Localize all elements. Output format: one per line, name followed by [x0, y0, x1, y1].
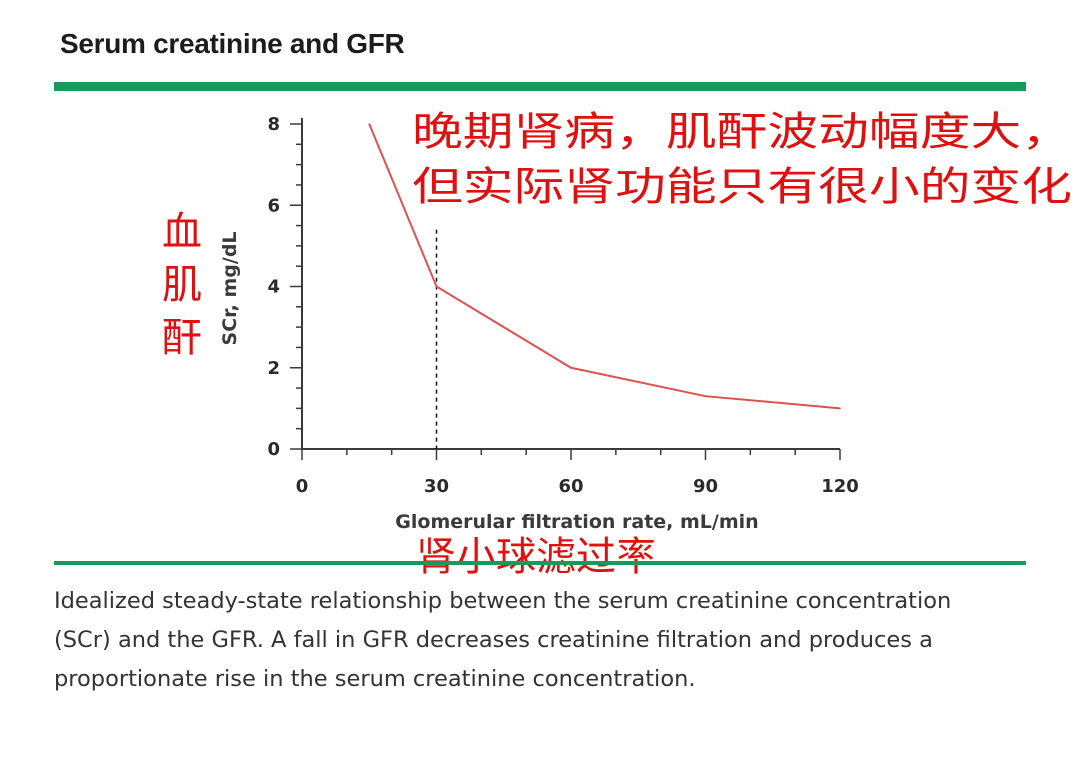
x-tick-label: 30	[424, 476, 449, 497]
annotation-ylabel-char-3: 酐	[162, 315, 202, 361]
annotation-ylabel-char-2: 肌	[162, 262, 202, 308]
x-tick-label: 90	[693, 476, 718, 497]
page-title: Serum creatinine and GFR	[60, 28, 405, 59]
data-point	[704, 395, 707, 397]
y-tick-label: 2	[267, 358, 280, 379]
annotation-ylabel-char-1: 血	[162, 209, 202, 255]
y-tick-label: 4	[267, 277, 280, 298]
x-tick-label: 0	[296, 476, 309, 497]
figure-caption: Idealized steady-state relationship betw…	[54, 588, 952, 692]
data-point	[839, 407, 841, 410]
annotation-top-line2: 但实际肾功能只有很小的变化	[412, 164, 1072, 210]
annotation-xlabel-cn: 肾小球滤过率	[416, 534, 656, 580]
data-point	[570, 366, 572, 369]
annotation-top-line1: 晚期肾病，肌酐波动幅度大，	[412, 109, 1072, 155]
data-point	[435, 285, 438, 288]
y-tick-label: 6	[267, 195, 280, 216]
x-tick-label: 120	[821, 476, 859, 497]
y-tick-label: 8	[267, 114, 280, 135]
x-tick-label: 60	[558, 476, 583, 497]
data-point	[368, 123, 371, 125]
header-divider	[54, 82, 1026, 91]
y-tick-label: 0	[267, 439, 280, 460]
y-axis-title: SCr, mg/dL	[219, 231, 241, 345]
x-axis-title: Glomerular filtration rate, mL/min	[395, 511, 758, 533]
caption-divider	[54, 561, 1026, 565]
